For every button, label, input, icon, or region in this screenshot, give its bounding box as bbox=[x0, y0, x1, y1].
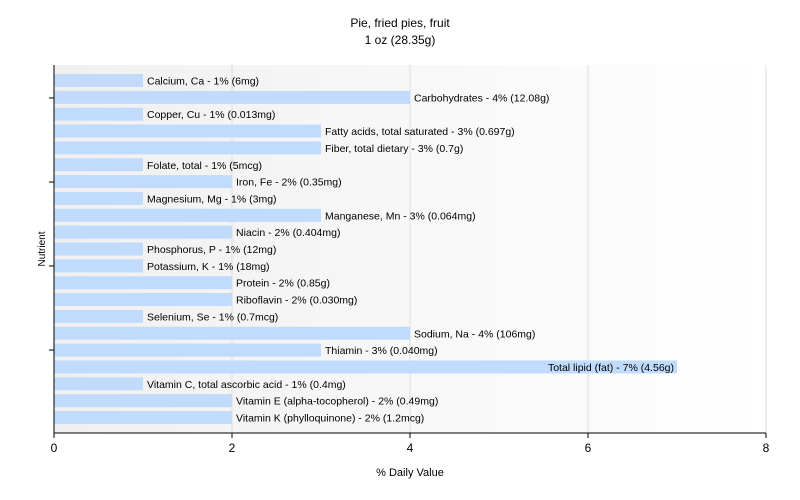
bar-label: Thiamin - 3% (0.040mg) bbox=[325, 345, 438, 357]
bar bbox=[54, 107, 143, 121]
bar bbox=[54, 191, 143, 205]
bar-label: Folate, total - 1% (5mcg) bbox=[147, 160, 262, 172]
chart-subtitle: 1 oz (28.35g) bbox=[365, 33, 436, 47]
bar-label: Riboflavin - 2% (0.030mg) bbox=[236, 295, 357, 307]
bar bbox=[54, 309, 143, 323]
x-tick-label: 0 bbox=[51, 441, 58, 455]
bar bbox=[54, 175, 232, 189]
bar bbox=[54, 208, 321, 222]
bar-label: Sodium, Na - 4% (106mg) bbox=[414, 328, 535, 340]
bar bbox=[54, 124, 321, 138]
bar bbox=[54, 377, 143, 391]
bar-label: Calcium, Ca - 1% (6mg) bbox=[147, 76, 259, 88]
chart-title: Pie, fried pies, fruit bbox=[350, 16, 450, 30]
bar bbox=[54, 326, 410, 340]
bar bbox=[54, 394, 232, 408]
bar bbox=[54, 242, 143, 256]
y-axis-label: Nutrient bbox=[37, 231, 48, 266]
bar bbox=[54, 90, 410, 104]
bar-label: Vitamin K (phylloquinone) - 2% (1.2mcg) bbox=[236, 413, 424, 425]
bar bbox=[54, 259, 143, 273]
bar-label: Magnesium, Mg - 1% (3mg) bbox=[147, 193, 277, 205]
bar-label: Selenium, Se - 1% (0.7mcg) bbox=[147, 311, 278, 323]
bar-label: Phosphorus, P - 1% (12mg) bbox=[147, 244, 276, 256]
bar-label: Copper, Cu - 1% (0.013mg) bbox=[147, 109, 275, 121]
x-tick-label: 4 bbox=[407, 441, 414, 455]
x-tick-label: 6 bbox=[585, 441, 592, 455]
bar bbox=[54, 225, 232, 239]
x-axis-label: % Daily Value bbox=[376, 467, 444, 479]
bar-label: Niacin - 2% (0.404mg) bbox=[236, 227, 340, 239]
x-tick-label: 8 bbox=[763, 441, 770, 455]
bar-label: Total lipid (fat) - 7% (4.56g) bbox=[548, 362, 674, 374]
bar-label: Fiber, total dietary - 3% (0.7g) bbox=[325, 143, 463, 155]
bar bbox=[54, 276, 232, 290]
bar-label: Carbohydrates - 4% (12.08g) bbox=[414, 92, 549, 104]
bar bbox=[54, 158, 143, 172]
bar-label: Iron, Fe - 2% (0.35mg) bbox=[236, 177, 342, 189]
bar bbox=[54, 360, 677, 374]
bar bbox=[54, 343, 321, 357]
bar bbox=[54, 141, 321, 155]
bar-label: Manganese, Mn - 3% (0.064mg) bbox=[325, 210, 476, 222]
bar-label: Vitamin C, total ascorbic acid - 1% (0.4… bbox=[147, 379, 346, 391]
x-tick-label: 2 bbox=[229, 441, 236, 455]
bar-label: Potassium, K - 1% (18mg) bbox=[147, 261, 270, 273]
bar bbox=[54, 74, 143, 87]
bar-label: Protein - 2% (0.85g) bbox=[236, 278, 330, 290]
bar bbox=[54, 411, 232, 424]
bar-label: Fatty acids, total saturated - 3% (0.697… bbox=[325, 126, 515, 138]
bar bbox=[54, 293, 232, 307]
bar-label: Vitamin E (alpha-tocopherol) - 2% (0.49m… bbox=[236, 396, 438, 408]
